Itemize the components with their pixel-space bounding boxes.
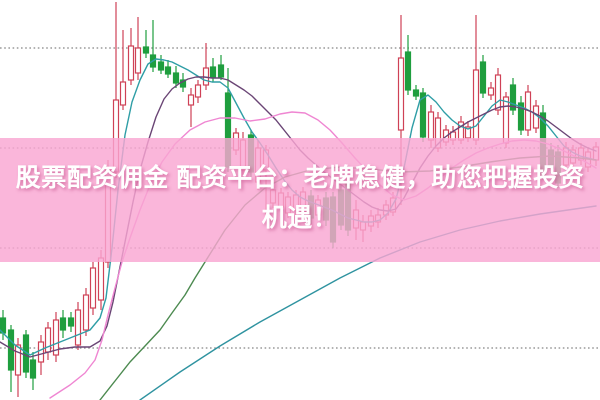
promo-banner-text-line2: 机遇！ xyxy=(261,204,339,232)
promo-banner-overlay: 股票配资佣金 配资平台：老牌稳健，助您把握投资 机遇！ xyxy=(0,138,600,262)
promo-banner-text-line1: 股票配资佣金 配资平台：老牌稳健，助您把握投资 xyxy=(15,164,585,192)
